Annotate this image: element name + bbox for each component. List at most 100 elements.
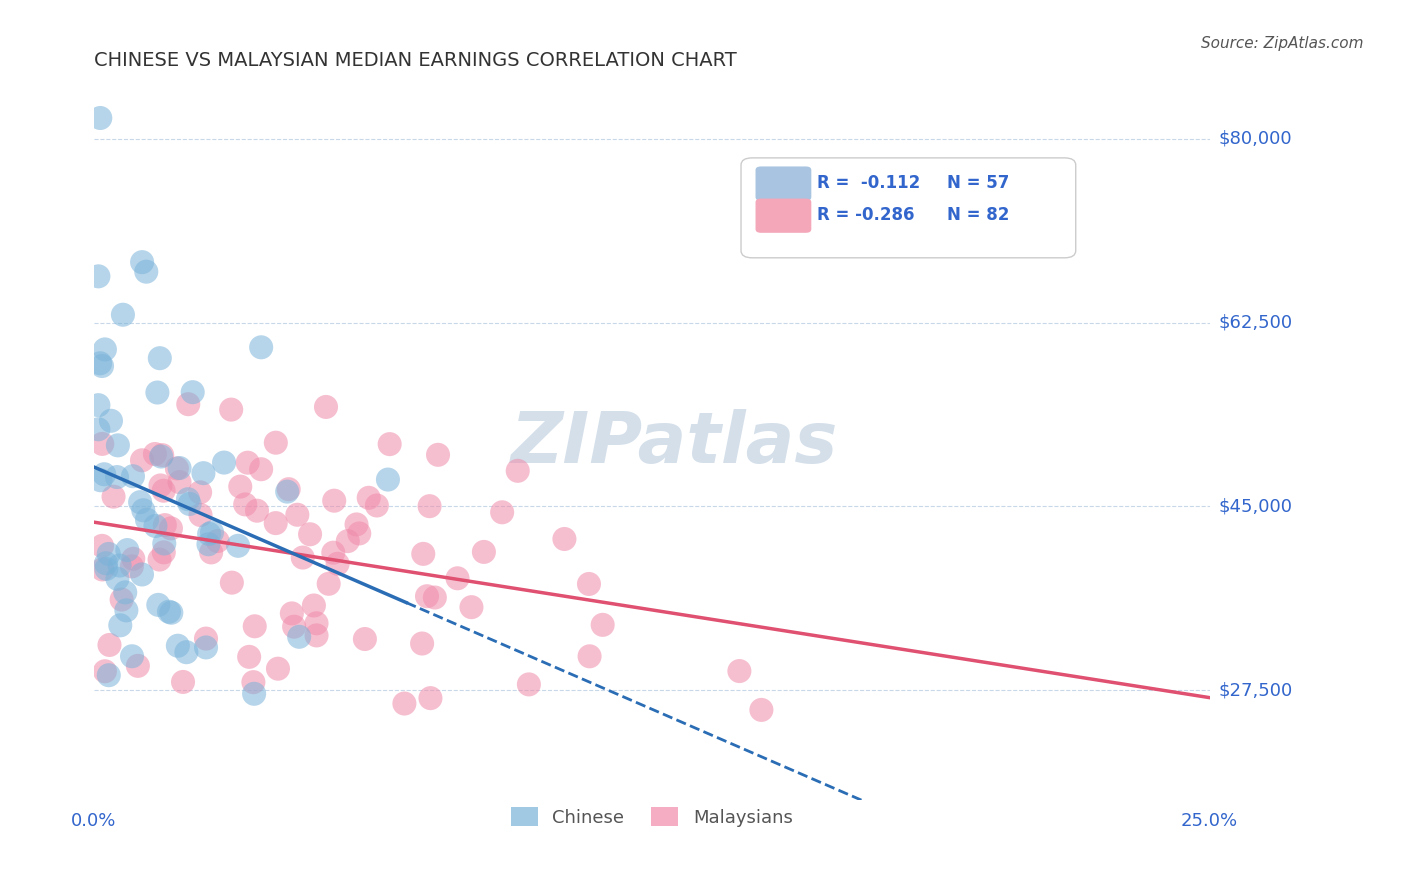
- Malaysians: [326, 557, 349, 571]
- Malaysians: [236, 456, 259, 470]
- Chinese: [150, 450, 173, 464]
- Chinese: [114, 585, 136, 599]
- Chinese: [115, 603, 138, 617]
- FancyBboxPatch shape: [755, 199, 811, 233]
- Chinese: [96, 562, 118, 576]
- FancyBboxPatch shape: [755, 167, 811, 201]
- Chinese: [121, 649, 143, 664]
- Malaysians: [103, 490, 125, 504]
- Chinese: [87, 398, 110, 412]
- Chinese: [105, 470, 128, 484]
- Malaysians: [246, 504, 269, 518]
- FancyBboxPatch shape: [741, 158, 1076, 258]
- Malaysians: [190, 508, 212, 522]
- Chinese: [93, 467, 115, 482]
- Malaysians: [169, 475, 191, 489]
- Malaysians: [152, 545, 174, 559]
- Malaysians: [166, 461, 188, 475]
- Chinese: [97, 547, 120, 561]
- Malaysians: [349, 526, 371, 541]
- Chinese: [226, 539, 249, 553]
- Malaysians: [267, 662, 290, 676]
- Malaysians: [148, 552, 170, 566]
- Malaysians: [242, 675, 264, 690]
- Chinese: [145, 519, 167, 533]
- Chinese: [131, 255, 153, 269]
- Malaysians: [419, 499, 441, 513]
- Chinese: [132, 503, 155, 517]
- Chinese: [87, 422, 110, 436]
- Chinese: [111, 308, 134, 322]
- Chinese: [198, 527, 221, 541]
- Malaysians: [127, 658, 149, 673]
- Malaysians: [322, 546, 344, 560]
- Chinese: [193, 466, 215, 480]
- Malaysians: [121, 559, 143, 574]
- Chinese: [176, 645, 198, 659]
- Chinese: [160, 606, 183, 620]
- Chinese: [97, 668, 120, 682]
- Chinese: [87, 269, 110, 284]
- Text: R =  -0.112: R = -0.112: [817, 174, 920, 192]
- Chinese: [135, 265, 157, 279]
- Malaysians: [578, 577, 600, 591]
- Malaysians: [411, 636, 433, 650]
- Text: CHINESE VS MALAYSIAN MEDIAN EARNINGS CORRELATION CHART: CHINESE VS MALAYSIAN MEDIAN EARNINGS COR…: [94, 51, 737, 70]
- Chinese: [108, 558, 131, 573]
- Chinese: [288, 630, 311, 644]
- Malaysians: [318, 576, 340, 591]
- Malaysians: [346, 517, 368, 532]
- Malaysians: [592, 618, 614, 632]
- Malaysians: [188, 485, 211, 500]
- Malaysians: [506, 464, 529, 478]
- Malaysians: [728, 664, 751, 678]
- Chinese: [212, 456, 235, 470]
- Malaysians: [378, 437, 401, 451]
- Chinese: [122, 469, 145, 483]
- Malaysians: [143, 447, 166, 461]
- Chinese: [107, 438, 129, 452]
- Chinese: [100, 414, 122, 428]
- Chinese: [117, 543, 139, 558]
- Malaysians: [419, 691, 441, 706]
- Malaysians: [91, 437, 114, 451]
- Malaysians: [305, 616, 328, 631]
- Chinese: [243, 687, 266, 701]
- Malaysians: [229, 480, 252, 494]
- Malaysians: [472, 545, 495, 559]
- Malaysians: [323, 493, 346, 508]
- Chinese: [377, 473, 399, 487]
- Malaysians: [264, 435, 287, 450]
- Malaysians: [160, 521, 183, 535]
- Malaysians: [446, 571, 468, 585]
- Malaysians: [336, 534, 359, 549]
- Malaysians: [354, 632, 377, 646]
- Text: Source: ZipAtlas.com: Source: ZipAtlas.com: [1201, 36, 1364, 51]
- Chinese: [197, 537, 219, 551]
- Chinese: [94, 343, 117, 357]
- Malaysians: [221, 575, 243, 590]
- Malaysians: [149, 478, 172, 492]
- Malaysians: [131, 453, 153, 467]
- Malaysians: [491, 505, 513, 519]
- Malaysians: [283, 620, 305, 634]
- Text: $27,500: $27,500: [1219, 681, 1292, 699]
- Text: N = 57: N = 57: [948, 174, 1010, 192]
- Malaysians: [460, 600, 482, 615]
- Text: R = -0.286: R = -0.286: [817, 206, 914, 224]
- Chinese: [181, 385, 204, 400]
- Malaysians: [98, 638, 121, 652]
- Malaysians: [553, 532, 575, 546]
- Text: ZIPatlas: ZIPatlas: [510, 409, 838, 478]
- Chinese: [177, 492, 200, 507]
- Malaysians: [394, 697, 416, 711]
- Malaysians: [299, 527, 322, 541]
- Chinese: [146, 385, 169, 400]
- Chinese: [129, 495, 152, 509]
- Chinese: [110, 618, 132, 632]
- Chinese: [148, 598, 170, 612]
- Malaysians: [578, 649, 600, 664]
- Malaysians: [243, 619, 266, 633]
- Chinese: [136, 513, 159, 527]
- Malaysians: [305, 628, 328, 642]
